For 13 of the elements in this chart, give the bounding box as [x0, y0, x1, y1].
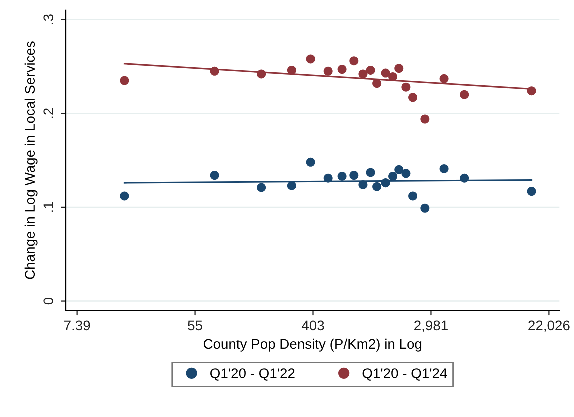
legend-label: Q1'20 - Q1'24	[362, 368, 448, 381]
x-tick-label: 7.39	[64, 320, 90, 331]
y-tick-label: 0	[44, 298, 54, 305]
x-tick-label: 55	[188, 320, 202, 331]
y-tick-label: .3	[44, 14, 54, 24]
x-axis-title: County Pop Density (P/Km2) in Log	[204, 338, 422, 352]
x-tick-label: 403	[302, 320, 324, 331]
y-axis-title: Change in Log Wage in Local Services	[24, 42, 38, 280]
y-tick-label: .1	[44, 202, 54, 212]
x-tick-label: 22,026	[528, 320, 570, 332]
y-tick-label: .2	[44, 108, 54, 118]
legend-label: Q1'20 - Q1'22	[210, 368, 295, 381]
x-tick-label: 2,981	[414, 320, 448, 332]
